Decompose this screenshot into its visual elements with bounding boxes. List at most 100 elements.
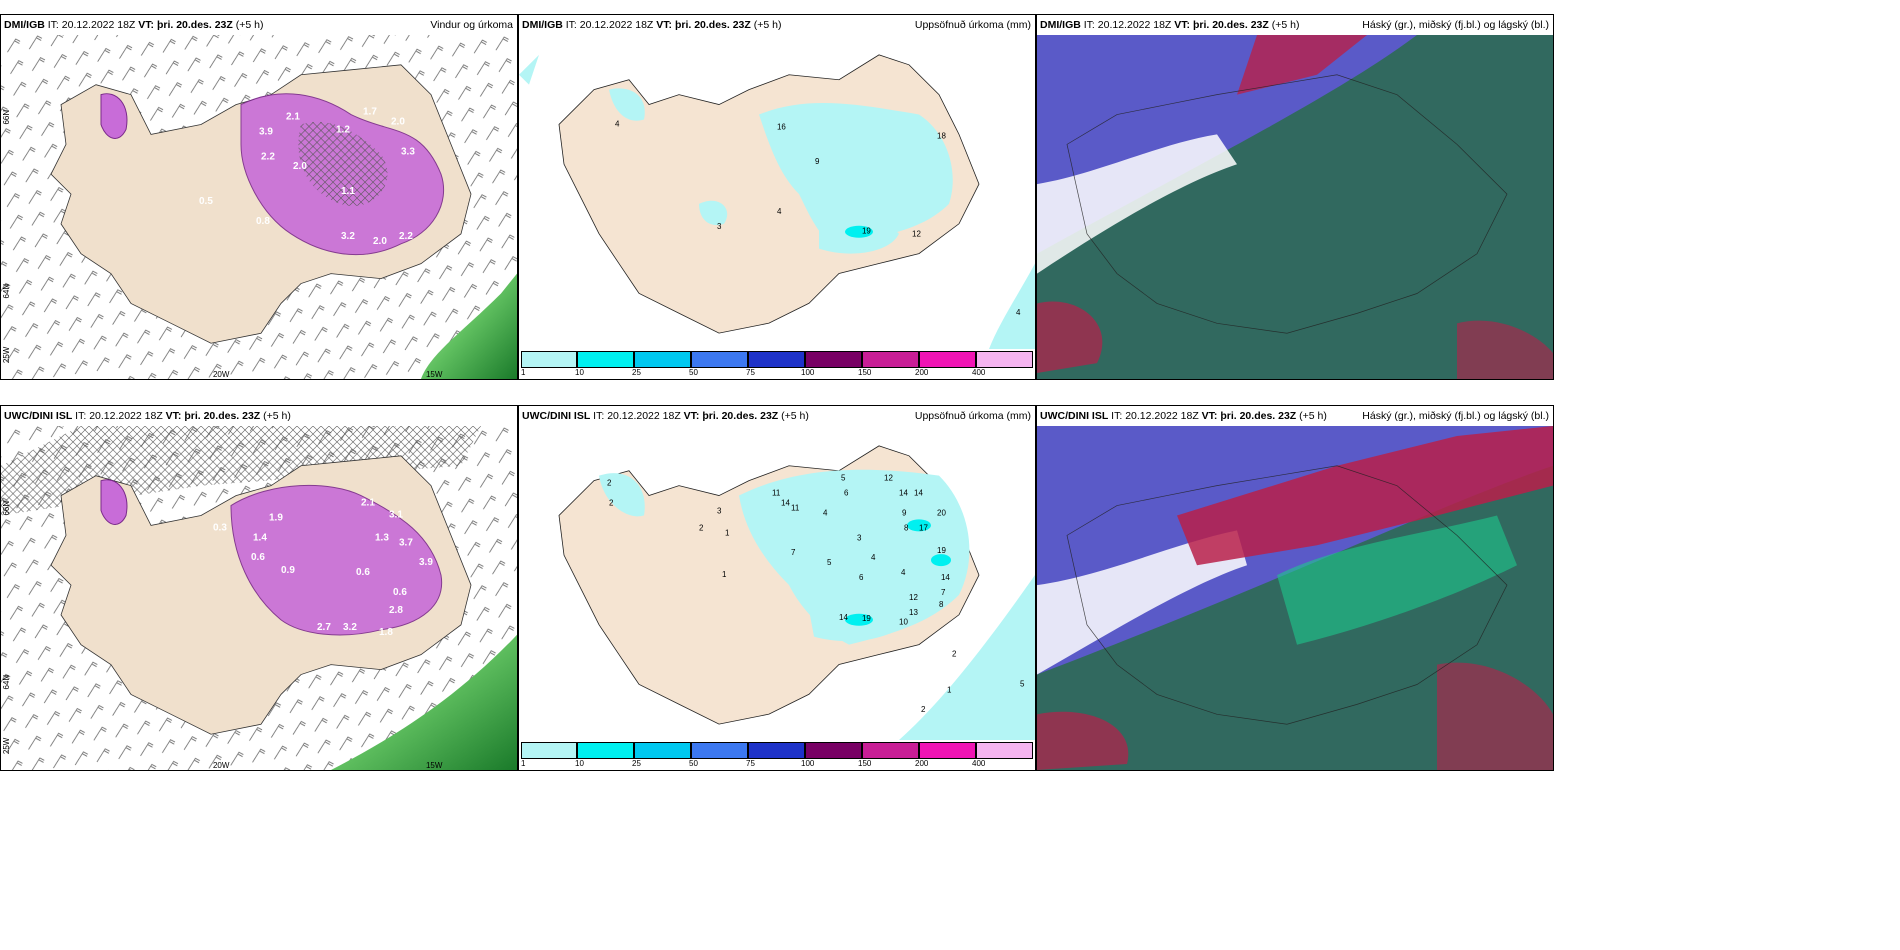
valid-time: þri. 20.des. 23Z (1192, 19, 1269, 31)
accum-value: 14 (839, 613, 848, 622)
lon-label: 15W (426, 761, 443, 770)
precip-value: 0.9 (281, 565, 295, 576)
cloud-panel-top: DMI/IGB IT: 20.12.2022 18Z VT: þri. 20.d… (1036, 14, 1554, 380)
colorbar-swatch (919, 351, 976, 368)
precip-value: 2.0 (373, 236, 387, 247)
accum-value: 2 (921, 705, 926, 714)
panel-header: UWC/DINI ISL IT: 20.12.2022 18Z VT: þri.… (519, 406, 1035, 426)
colorbar-tick: 10 (575, 759, 584, 768)
model-name: DMI/IGB (4, 19, 45, 31)
colorbar-tick: 100 (801, 759, 815, 768)
panel-header: DMI/IGB IT: 20.12.2022 18Z VT: þri. 20.d… (519, 15, 1035, 35)
cloud-map-svg (1037, 35, 1553, 379)
valid-time: þri. 20.des. 23Z (674, 19, 751, 31)
accum-value: 2 (609, 499, 614, 508)
accum-value: 11 (772, 489, 781, 498)
colorbar-tick: 150 (858, 759, 872, 768)
lon-label: 20W (213, 761, 230, 770)
precip-area (845, 613, 873, 626)
colorbar-tick: 1 (521, 368, 526, 377)
precip-value: 0.6 (356, 567, 370, 578)
cloud-map (1037, 35, 1553, 379)
panel-title: Uppsöfnuð úrkoma (mm) (914, 19, 1031, 31)
precip-value: 3.2 (341, 231, 355, 242)
accum-value: 6 (859, 573, 864, 582)
accum-value: 7 (791, 548, 796, 557)
accum-value: 8 (939, 600, 944, 609)
wind-panel-top: DMI/IGB IT: 20.12.2022 18Z VT: þri. 20.d… (0, 14, 518, 380)
accum-value: 1 (725, 528, 730, 537)
colorbar-tick: 100 (801, 368, 815, 377)
accum-map-svg: 4 16 9 18 4 3 19 12 4 (519, 54, 1035, 349)
accum-map-svg: 2 2 3 2 1 1 11 14 11 5 6 12 14 14 9 20 1… (558, 445, 1035, 740)
accum-value: 7 (941, 588, 946, 597)
precip-area (739, 469, 970, 645)
lat-label: 25W (2, 346, 11, 363)
precip-value: 0.3 (213, 522, 227, 533)
panel-header: UWC/DINI ISL IT: 20.12.2022 18Z VT: þri.… (1, 406, 517, 426)
accum-value: 2 (952, 650, 957, 659)
init-time: 20.12.2022 18Z (61, 19, 136, 31)
accum-value: 4 (1016, 308, 1021, 317)
it-label: IT: (47, 19, 59, 31)
colorbar-swatch (919, 742, 976, 759)
precip-area (230, 484, 443, 636)
precip-value: 3.1 (389, 509, 403, 520)
precip-value: 3.2 (343, 622, 357, 633)
precip-area (931, 554, 951, 567)
accum-value: 14 (914, 489, 923, 498)
precip-value: 0.6 (251, 552, 265, 563)
accum-value: 17 (919, 523, 928, 532)
model-name: UWC/DINI ISL (522, 410, 591, 422)
precip-value: 1.4 (253, 532, 267, 543)
lat-label: 64N (2, 284, 11, 299)
colorbar-swatch (691, 742, 748, 759)
precip-value: 0.6 (393, 587, 407, 598)
it-label: IT: (593, 410, 605, 422)
valid-time: þri. 20.des. 23Z (156, 19, 233, 31)
precip-value: 1.8 (379, 627, 393, 638)
colorbar-swatch (862, 351, 919, 368)
colorbar-swatch (634, 742, 691, 759)
precip-value: 2.1 (286, 112, 300, 123)
colorbar-swatch (748, 351, 805, 368)
it-label: IT: (565, 19, 577, 31)
accum-value: 14 (941, 573, 950, 582)
lon-label: 20W (213, 370, 230, 379)
wind-map-svg: 20W 15W 66N 64N 25W 1.7 2.0 2.1 1.2 2.2 … (1, 35, 517, 379)
colorbar-tick: 400 (972, 759, 986, 768)
accum-value: 19 (862, 227, 871, 236)
colorbar: 1 10 25 50 75 100 150 200 400 (519, 349, 1035, 379)
precip-area (759, 103, 953, 249)
valid-time: þri. 20.des. 23Z (1220, 410, 1297, 422)
precip-value: 1.7 (363, 107, 377, 118)
model-name: DMI/IGB (522, 19, 563, 31)
colorbar-tick: 200 (915, 759, 929, 768)
wind-panel-bottom: UWC/DINI ISL IT: 20.12.2022 18Z VT: þri.… (0, 405, 518, 771)
precip-value: 1.9 (269, 512, 283, 523)
precip-area (100, 93, 128, 139)
accum-value: 13 (909, 608, 918, 617)
accum-value: 14 (781, 499, 790, 508)
init-time: 20.12.2022 18Z (1097, 19, 1172, 31)
precip-value: 1.3 (375, 532, 389, 543)
cloud-map-svg (1037, 426, 1553, 770)
vt-label: VT: (656, 19, 673, 31)
accum-value: 19 (862, 614, 871, 623)
accum-value: 3 (857, 533, 862, 542)
accum-value: 8 (904, 523, 909, 532)
colorbar-tick: 400 (972, 368, 986, 377)
lead-time: (+5 h) (1299, 410, 1327, 422)
accum-value: 1 (947, 685, 952, 694)
hatch-area (298, 121, 388, 206)
lead-time: (+5 h) (235, 19, 264, 31)
colorbar-tick: 50 (689, 759, 698, 768)
accum-value: 4 (615, 119, 620, 128)
accum-value: 5 (1020, 679, 1025, 688)
panel-header: DMI/IGB IT: 20.12.2022 18Z VT: þri. 20.d… (1037, 15, 1553, 35)
accum-value: 9 (815, 157, 820, 166)
precip-area (845, 225, 873, 238)
colorbar-swatch (634, 351, 691, 368)
accum-map: 4 16 9 18 4 3 19 12 4 (519, 35, 1035, 349)
wind-speed-area (421, 273, 517, 379)
